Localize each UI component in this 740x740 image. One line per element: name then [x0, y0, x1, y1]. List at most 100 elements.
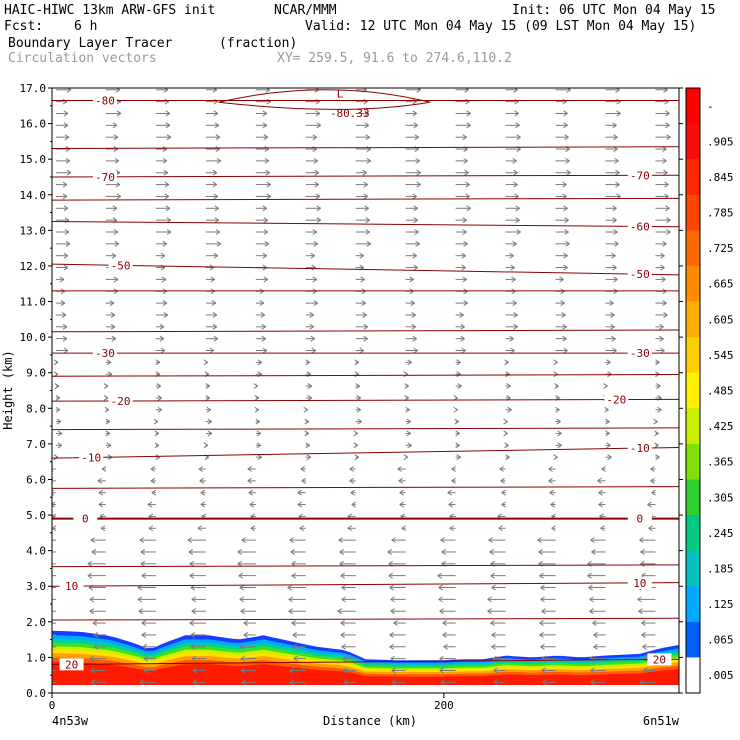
wind-vector-head [603, 383, 608, 389]
wind-vector-head [390, 596, 395, 603]
wind-vector-head [406, 418, 411, 425]
colorbar-label: .365 [707, 456, 734, 469]
isotherm-label: 20 [65, 658, 78, 671]
wind-vector-head [613, 134, 618, 141]
wind-vector-head [111, 252, 117, 259]
wind-vector-head [350, 489, 355, 496]
wind-vector-head [491, 631, 496, 638]
wind-vector-head [314, 169, 320, 176]
wind-vector-head [592, 620, 597, 626]
wind-vector-head [637, 596, 642, 603]
wind-vector-head [614, 157, 619, 164]
wind-vector-head [98, 489, 104, 496]
wind-vector-head [416, 88, 421, 93]
wind-vector-head [192, 679, 198, 686]
wind-vector-head [660, 347, 665, 354]
wind-vector-head [557, 430, 562, 437]
wind-vector-head [109, 300, 115, 307]
wind-vector-head [93, 631, 99, 638]
wind-vector-head [113, 229, 119, 235]
wind-vector-head [304, 418, 310, 425]
wind-vector-head [265, 169, 271, 176]
wind-vector-head [105, 418, 111, 425]
wind-vector-head [291, 620, 297, 626]
y-tick-label: 13.0 [20, 224, 47, 237]
wind-vector-head [113, 134, 119, 141]
wind-vector-head [391, 679, 396, 686]
wind-vector-head [359, 347, 364, 354]
wind-vector-head [147, 501, 153, 508]
wind-vector-head [87, 560, 93, 567]
wind-vector-head [89, 608, 95, 615]
wind-vector-head [391, 667, 396, 674]
wind-vector-head [257, 359, 263, 366]
wind-vector-head [153, 418, 159, 425]
wind-vector-head [263, 134, 269, 141]
wind-vector-head [662, 157, 667, 164]
wind-vector-head [213, 335, 219, 342]
wind-vector-head [206, 406, 212, 413]
wind-vector-head [615, 88, 620, 93]
wind-vector-head [653, 418, 658, 425]
org-label: NCAR/MMM [274, 3, 337, 18]
isotherm-line [52, 146, 679, 149]
isotherm-label-bg [79, 451, 104, 464]
isotherm-label: 10 [633, 577, 646, 590]
x-end-label: 6n51w [643, 714, 680, 728]
colorbar-swatch [686, 515, 700, 552]
wind-vector-head [541, 667, 546, 674]
wind-vector-head [665, 205, 670, 212]
wind-vector-head [148, 525, 154, 532]
low-center-value: -80.33 [330, 107, 370, 120]
wind-vector-head [455, 442, 460, 449]
wind-vector-head [54, 383, 60, 389]
wind-vector-head [463, 240, 468, 247]
wind-vector-head [106, 359, 112, 366]
wind-vector-head [190, 643, 196, 650]
wind-vector-head [310, 335, 316, 342]
wind-vector-head [188, 549, 194, 555]
colorbar-label: .605 [707, 313, 734, 326]
wind-vector-head [540, 596, 545, 603]
wind-vector-head [341, 643, 346, 650]
colorbar-label: .065 [707, 634, 734, 647]
wind-vector-head [113, 276, 119, 283]
wind-vector-head [192, 667, 198, 674]
wind-vector-head [513, 323, 518, 330]
y-tick-label: 10.0 [20, 331, 47, 344]
wind-vector-head [504, 359, 509, 366]
wind-vector-head [515, 205, 520, 212]
wind-vector-head [264, 157, 270, 164]
wind-vector-head [140, 560, 146, 567]
wind-vector-head [205, 394, 211, 401]
wind-vector-head [157, 406, 163, 413]
wind-vector-head [493, 679, 498, 686]
wind-vector-head [110, 323, 116, 330]
wind-vector-head [489, 549, 494, 555]
wind-vector-head [416, 181, 421, 188]
wind-vector-head [548, 477, 553, 484]
wind-vector-head [399, 501, 404, 508]
isotherm-line [52, 658, 679, 666]
wind-vector-head [61, 312, 67, 318]
colorbar-label: .305 [707, 491, 734, 504]
wind-vector-head [309, 312, 315, 318]
wind-vector-head [64, 229, 70, 235]
wind-vector-head [364, 122, 369, 129]
wind-vector-head [112, 205, 118, 212]
wind-vector-head [461, 252, 466, 259]
wind-vector-head [553, 454, 558, 461]
wind-vector-head [559, 276, 564, 283]
wind-vector-head [464, 169, 469, 176]
wind-vector-head [501, 489, 506, 496]
y-tick-label: 1.0 [26, 651, 46, 664]
wind-vector-head [493, 667, 498, 674]
isotherm-label: -50 [630, 268, 650, 281]
wind-vector-head [564, 217, 569, 224]
wind-vector-head [255, 418, 261, 425]
wind-vector-head [365, 134, 370, 141]
colorbar-swatch [686, 337, 700, 374]
wind-vector-head [305, 442, 311, 449]
isotherm-label: 20 [653, 653, 666, 666]
wind-vector-head [513, 88, 518, 93]
